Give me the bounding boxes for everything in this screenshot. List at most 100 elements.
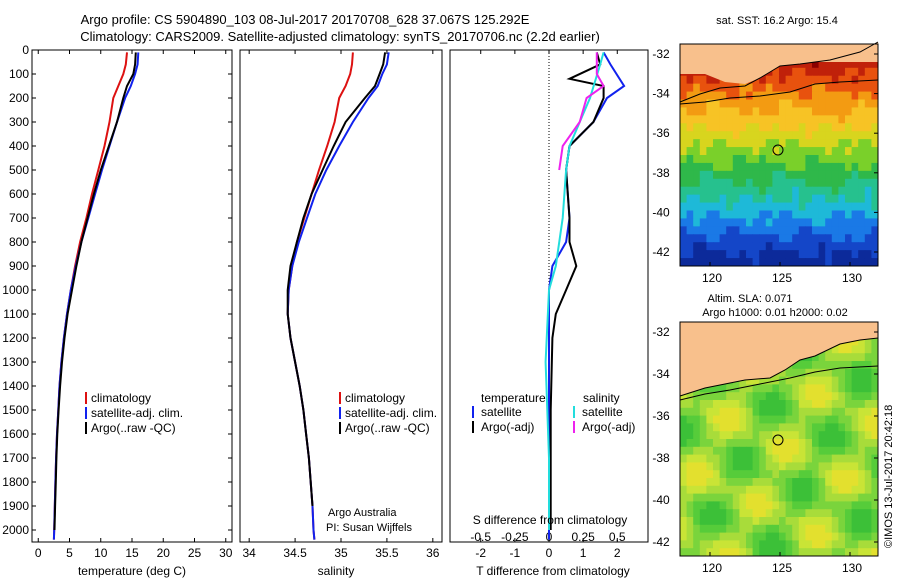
sla-cell (686, 415, 694, 424)
sla-cell (726, 517, 734, 526)
sst-cell (812, 170, 820, 180)
sla-cell (825, 400, 833, 409)
sla-cell (805, 392, 813, 401)
sla-cell (772, 439, 780, 448)
sla-cell (746, 454, 754, 463)
sst-cell (719, 99, 727, 108)
sla-cell (864, 345, 872, 354)
sla-cell (871, 392, 879, 401)
sla-cell (739, 407, 747, 417)
sla-cell (845, 509, 853, 518)
sst-cell (746, 131, 754, 140)
sla-cell (792, 400, 800, 409)
temperature-profiles (52, 52, 140, 540)
sla-cell (680, 501, 688, 510)
sst-cell (772, 210, 780, 219)
sla-cell (686, 501, 694, 510)
sla-cell (746, 462, 754, 471)
sla-cell (798, 439, 806, 448)
sst-cell (798, 234, 806, 243)
sst-cell (719, 147, 727, 156)
sla-cell (680, 446, 688, 456)
sla-cell (812, 485, 820, 495)
sla-cell (871, 501, 879, 510)
depth-tick-label: 600 (9, 187, 29, 201)
sla-cell (772, 501, 780, 510)
sst-cell (838, 170, 846, 180)
sst-cell (805, 99, 813, 108)
sst-cell (759, 75, 767, 85)
sst-cell (851, 155, 859, 164)
sla-cell (798, 454, 806, 463)
sla-cell (713, 423, 721, 432)
sla-cell (752, 478, 760, 487)
sla-cell (706, 400, 714, 409)
sst-cell (699, 115, 707, 124)
sst-map-frame (679, 43, 879, 267)
sla-cell (719, 517, 727, 526)
sla-cell (772, 423, 780, 432)
sla-cell (746, 439, 754, 448)
sla-cell (792, 462, 800, 471)
sla-cell (805, 532, 813, 541)
legend-group-temperature: temperature (481, 391, 546, 405)
sla-cell (752, 439, 760, 448)
sla-cell (706, 485, 714, 495)
sst-cell (713, 83, 721, 93)
sla-cell (838, 423, 846, 432)
sst-cell (693, 218, 701, 227)
sst-cell (706, 75, 714, 85)
x-tick-label: 34 (243, 546, 257, 560)
depth-tick-label: 0 (22, 43, 29, 57)
sla-cell (831, 524, 839, 534)
sst-cell (746, 170, 754, 180)
sla-cell (785, 470, 793, 479)
sst-cell (759, 170, 767, 180)
sst-cell (858, 250, 866, 259)
sla-cell (759, 509, 767, 518)
sla-cell (831, 392, 839, 401)
sst-cell (798, 162, 806, 172)
sla-cell (699, 517, 707, 526)
sla-cell (686, 524, 694, 534)
sla-cell (805, 501, 813, 510)
sla-cell (871, 439, 879, 448)
sla-cell (812, 446, 820, 456)
sla-cell (805, 478, 813, 487)
sst-cell (864, 202, 872, 211)
sst-cell (785, 147, 793, 156)
sst-cell (680, 202, 688, 211)
sla-cell (805, 439, 813, 448)
sla-cell (851, 384, 859, 393)
sst-cell (779, 91, 787, 100)
sst-cell (739, 131, 747, 140)
sst-cell (739, 218, 747, 227)
sla-cell (858, 493, 866, 502)
sla-cell (765, 376, 773, 385)
sla-cell (699, 392, 707, 401)
sla-cell (864, 431, 872, 440)
sst-cell (779, 99, 787, 108)
sla-cell (818, 400, 826, 409)
sst-cell (831, 202, 839, 211)
sst-cell (812, 242, 820, 251)
sst-cell (732, 258, 740, 267)
sst-cell (680, 123, 688, 132)
sla-cell (851, 548, 859, 557)
sst-cell (706, 226, 714, 235)
sst-cell (838, 234, 846, 243)
sst-cell (693, 162, 701, 172)
sst-cell (812, 91, 820, 100)
sst-cell (805, 234, 813, 243)
sla-cell (871, 509, 879, 518)
sst-cell (732, 123, 740, 132)
sla-cell (726, 470, 734, 479)
depth-tick-label: 1800 (2, 475, 29, 489)
sla-cell (693, 517, 701, 526)
sst-cell (864, 99, 872, 108)
sla-cell (719, 454, 727, 463)
sla-cell (779, 439, 787, 448)
legend-label-temp-satellite: satellite (481, 405, 522, 419)
sst-cell (680, 139, 688, 148)
